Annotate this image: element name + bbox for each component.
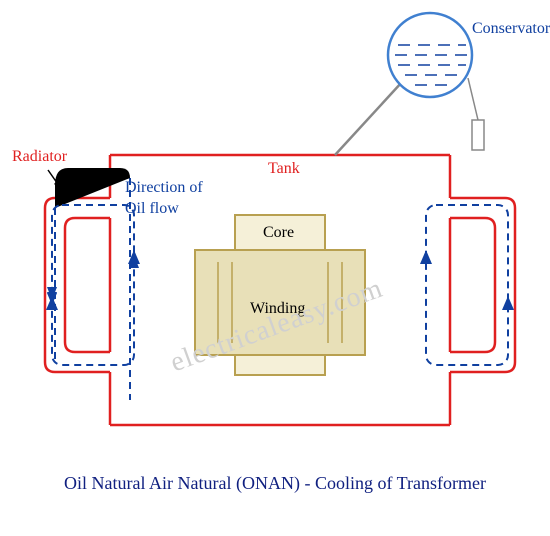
diagram-container: Conservator Radiator Tank Direction of O… <box>0 0 550 536</box>
conservator-label: Conservator <box>472 20 550 38</box>
radiator-label: Radiator <box>12 148 67 166</box>
flow-arrows <box>47 255 139 313</box>
diagram-svg <box>0 0 550 536</box>
conservator-pipe <box>335 82 402 155</box>
breather-rect <box>472 120 484 150</box>
direction-label: Direction of Oil flow <box>125 178 203 220</box>
winding-label: Winding <box>250 300 305 318</box>
breather-line <box>468 78 478 120</box>
radiator-right <box>450 198 515 372</box>
caption-text: Oil Natural Air Natural (ONAN) - Cooling… <box>0 473 550 494</box>
core-label: Core <box>263 224 294 242</box>
tank-label: Tank <box>268 160 300 178</box>
